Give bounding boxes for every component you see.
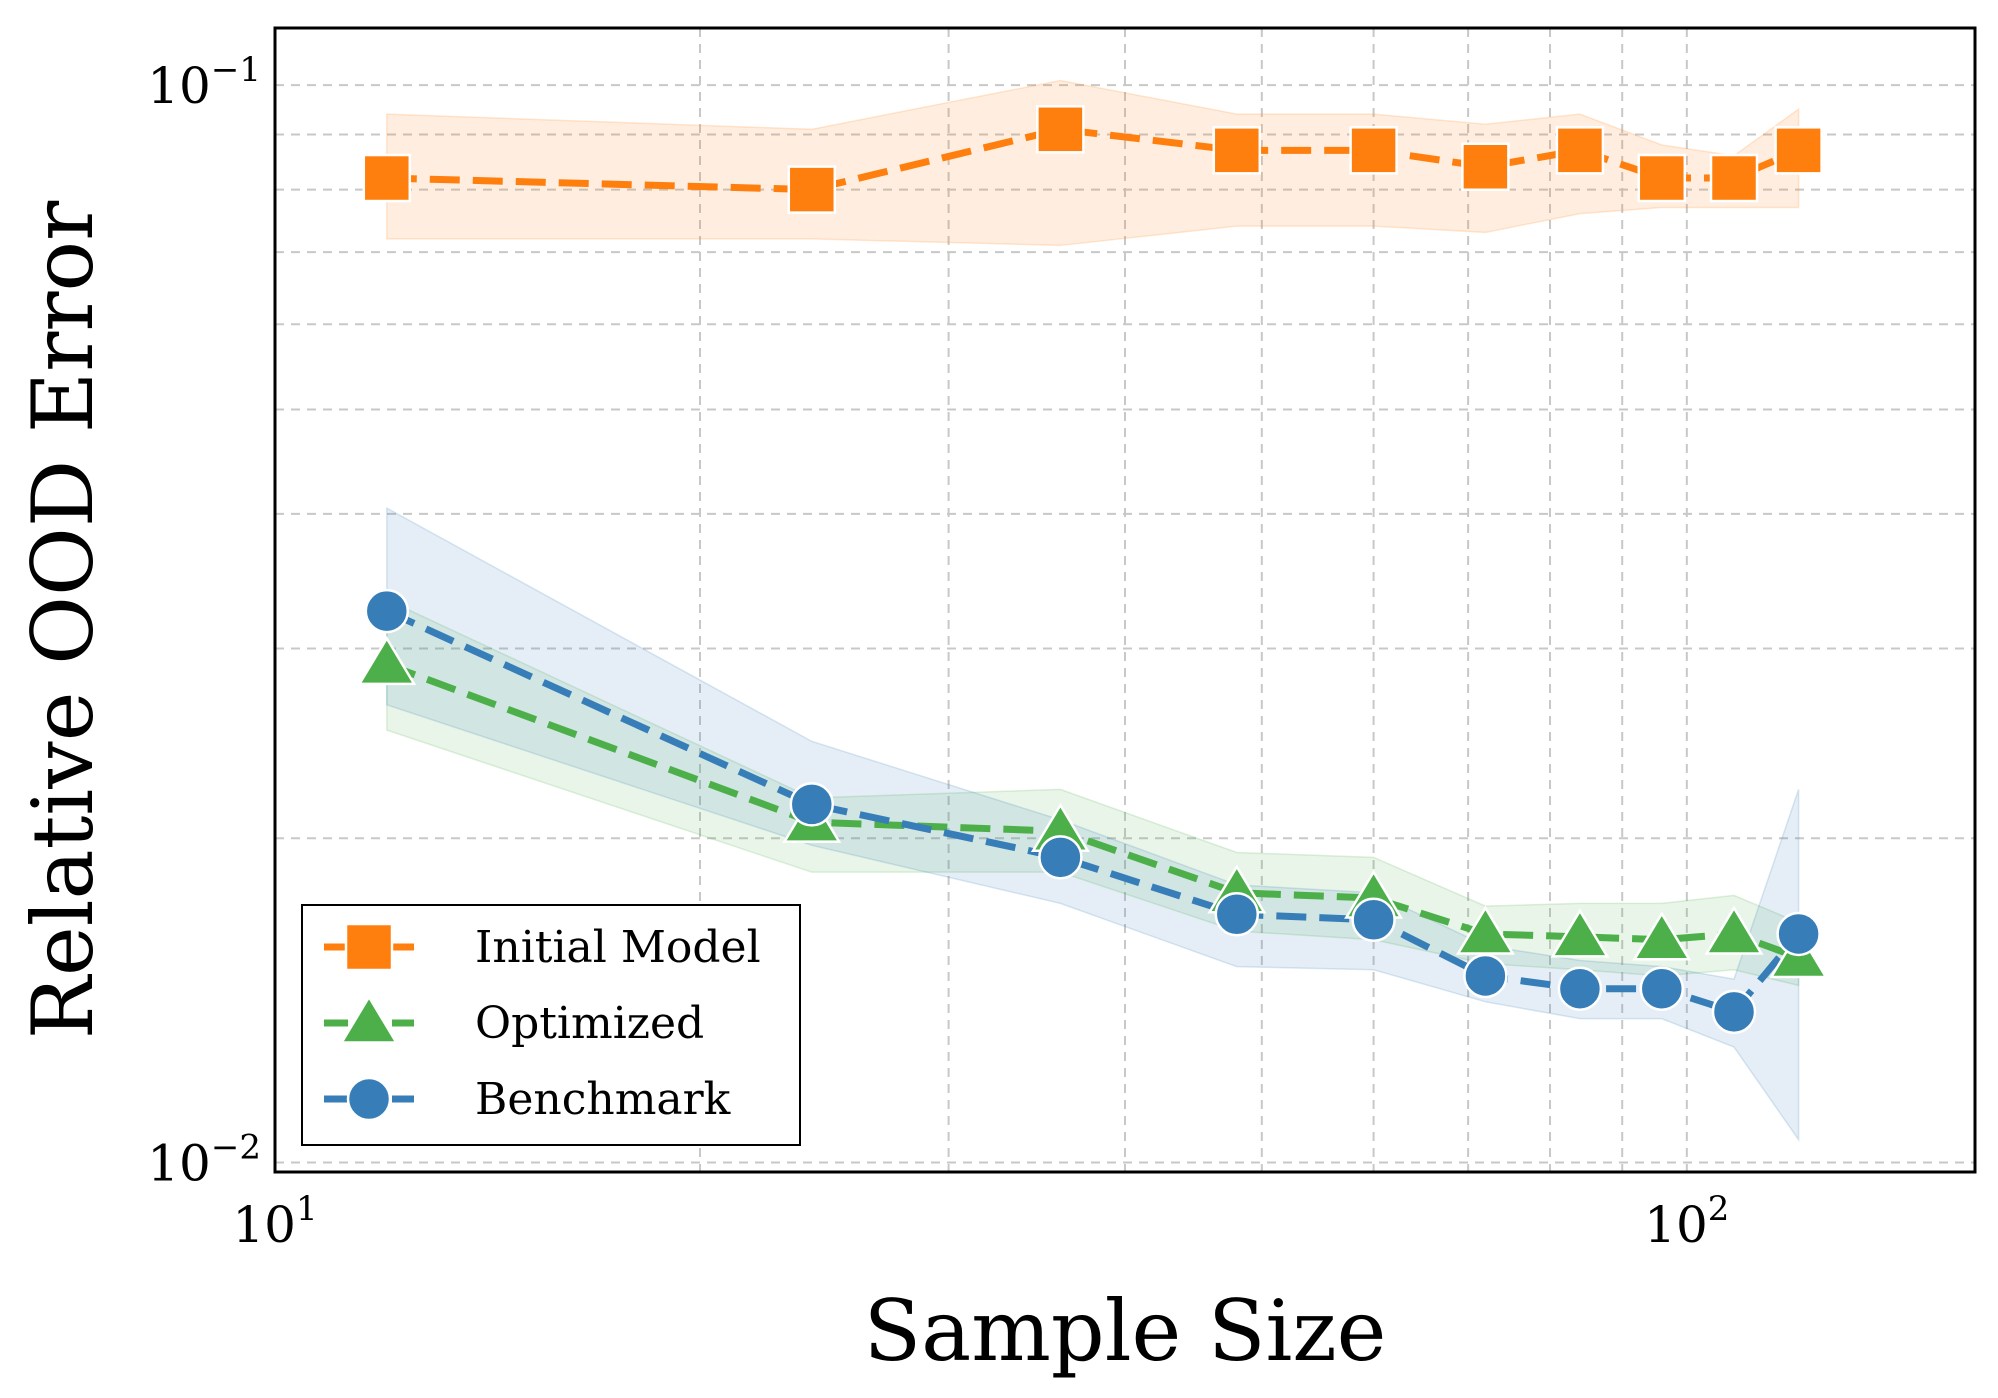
confidence-bands [386,79,1800,1143]
x-tick-label: 102 [1644,1189,1729,1254]
axis-ticks: 101 102 10−2 10−1 [147,50,1729,1254]
benchmark-point [789,782,835,827]
benchmark-point [1639,966,1685,1011]
benchmark-point [1463,953,1508,999]
y-axis-label: Relative OOD Error [14,200,112,1039]
y-tick-label: 10−1 [147,50,261,115]
legend: Initial Model Optimized Benchmark [301,904,801,1146]
optimized-line [385,661,1800,961]
initial-model-point [1709,153,1759,203]
optimized-point [1455,905,1515,955]
series-markers [357,105,1829,1035]
legend-marker-initial-model [344,922,394,972]
benchmark-point [1214,892,1260,937]
optimized-point [1632,911,1692,961]
legend-marker-benchmark [346,1076,392,1122]
benchmark-point [1711,989,1757,1035]
initial-model-point [1637,153,1687,203]
x-tick-label: 101 [232,1189,317,1254]
y-tick-label: 10−2 [147,1128,261,1193]
initial-model-band [386,79,1800,247]
benchmark-point [1038,835,1083,880]
optimized-point [357,635,417,686]
legend-marker-optimized [339,994,399,1044]
initial-model-point [1349,126,1398,175]
benchmark-band [386,506,1800,1143]
benchmark-line [385,607,1802,1016]
optimized-point [1550,908,1610,958]
legend-label-benchmark: Benchmark [475,1074,731,1125]
initial-model-point [1774,126,1823,175]
initial-model-point [1555,126,1605,175]
initial-model-point [787,165,837,214]
initial-model-point [1036,105,1085,154]
initial-model-point [362,153,412,203]
legend-label-optimized: Optimized [475,998,704,1049]
initial-model-point [1461,142,1510,192]
benchmark-point [1776,911,1821,957]
plot-frame [273,26,1977,1174]
initial-model-line [386,125,1800,194]
x-axis-label: Sample Size [864,1282,1387,1380]
benchmark-point [1557,966,1603,1011]
benchmark-point [364,588,410,634]
legend-label-initial-model: Initial Model [475,922,761,973]
optimized-point [1704,905,1764,955]
series-lines [385,125,1802,1016]
optimized-band [386,598,1800,987]
initial-model-point [1212,126,1262,175]
benchmark-point [1351,897,1396,943]
